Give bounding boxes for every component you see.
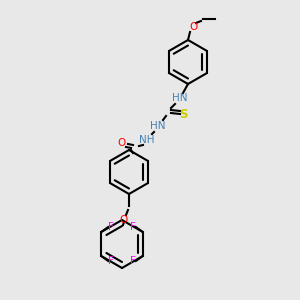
Text: F: F: [130, 256, 136, 266]
Text: NH: NH: [139, 135, 155, 145]
Text: F: F: [108, 222, 114, 232]
Text: HN: HN: [172, 93, 188, 103]
Text: O: O: [120, 215, 128, 225]
Text: F: F: [108, 256, 114, 266]
Text: O: O: [189, 22, 197, 32]
Text: HN: HN: [150, 121, 166, 131]
Text: S: S: [179, 109, 187, 122]
Text: F: F: [130, 222, 136, 232]
Text: O: O: [117, 138, 125, 148]
